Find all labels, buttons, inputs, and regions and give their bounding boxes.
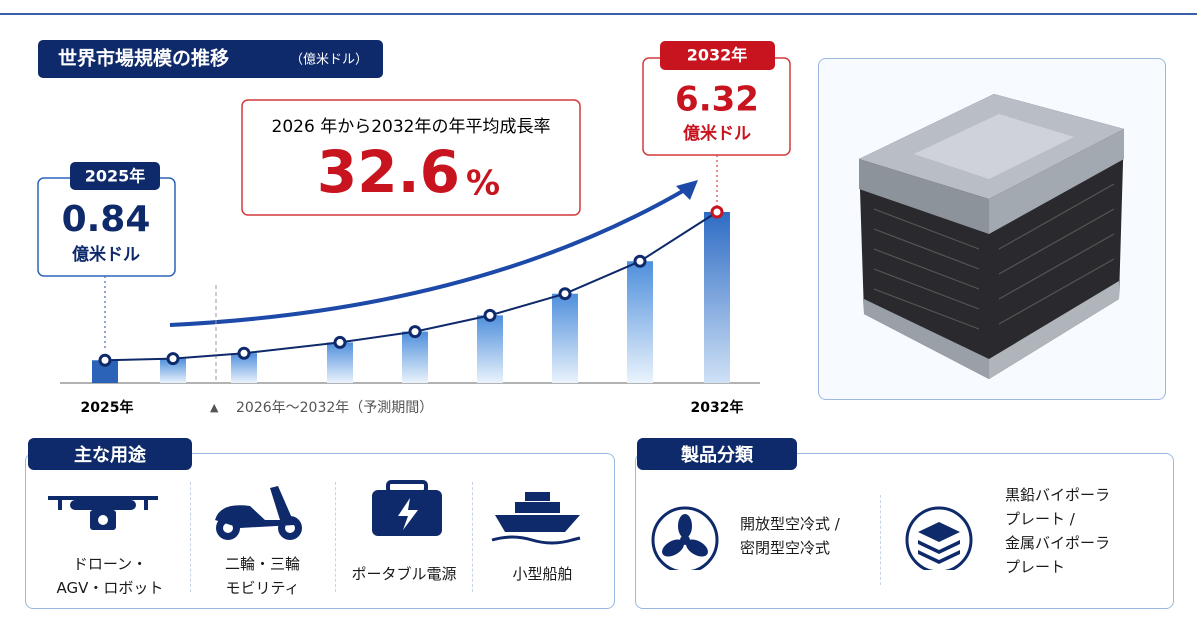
cagr-label: 2026 年から2032年の年平均成長率 [272, 117, 551, 137]
top-rule [0, 13, 1197, 15]
drone-icon [48, 496, 158, 530]
item-line: ドローン・ [72, 555, 148, 573]
end-unit: 億米ドル [683, 123, 751, 144]
item-line: 金属バイポーラ [1005, 534, 1111, 552]
title-bg [38, 40, 383, 78]
separator [880, 495, 881, 585]
scooter-icon [215, 486, 302, 540]
x-tick-label: 2025年 [81, 399, 134, 416]
item-line: ポータブル電源 [351, 565, 457, 583]
cagr-unit: % [466, 164, 500, 204]
point [483, 308, 497, 322]
cagr-box [241, 99, 581, 216]
separator [190, 482, 191, 592]
uses-item: 二輪・三輪モビリティ [195, 552, 330, 600]
separator [472, 482, 473, 592]
x-tick-label: 2032年 [691, 399, 744, 416]
uses-item: 小型船舶 [475, 562, 610, 586]
bar [92, 360, 118, 383]
point [408, 325, 422, 339]
end-badge-bg [660, 41, 775, 70]
point [558, 287, 572, 301]
item-line: モビリティ [225, 579, 300, 597]
item-line: 二輪・三輪 [224, 555, 300, 573]
point [333, 335, 347, 349]
item-line: プレート [1005, 558, 1066, 576]
end-value: 6.32 [675, 80, 759, 120]
forecast-marker: ▲ [210, 401, 219, 414]
bar [627, 261, 653, 383]
start-badge-bg [70, 162, 160, 190]
item-line: 黒鉛バイポーラ [1005, 486, 1111, 504]
icons [48, 480, 973, 570]
product-image [859, 94, 1124, 379]
item-line: 小型船舶 [512, 565, 573, 583]
point [166, 352, 180, 366]
power-icon [372, 480, 442, 536]
start-badge: 2025年 [85, 167, 146, 186]
item-line: AGV・ロボット [56, 579, 164, 597]
unit: （億米ドル） [290, 52, 368, 68]
item-line: 密閉型空冷式 [740, 539, 831, 557]
start-unit: 億米ドル [72, 244, 140, 265]
products-title: 製品分類 [637, 438, 797, 470]
uses-item: ポータブル電源 [338, 562, 470, 586]
end-badge: 2032年 [687, 46, 748, 65]
trend-arrow [169, 186, 690, 327]
product-image-frame [818, 58, 1166, 400]
forecast-label: 2026年～2032年（予測期間） [236, 400, 433, 416]
layers-icon [905, 506, 973, 570]
item-line: 開放型空冷式 / [740, 515, 840, 533]
uses-title: 主な用途 [28, 438, 192, 470]
bar [552, 293, 578, 383]
bar [704, 211, 730, 383]
start-value: 0.84 [62, 199, 151, 240]
chart-title: 世界市場規模の推移 [58, 47, 229, 70]
point [237, 346, 251, 360]
fan-icon [651, 506, 719, 570]
chart: 世界市場規模の推移 （億米ドル） 2026 年から2032年の年平均成長率 32… [37, 40, 791, 416]
ship-icon [491, 492, 581, 545]
item-line: プレート / [1005, 510, 1075, 528]
arrow-head [676, 180, 698, 200]
uses-item: ドローン・ AGV・ロボット [40, 552, 180, 600]
cagr-value: 32.6 [317, 138, 460, 206]
point [98, 353, 112, 367]
separator [335, 482, 336, 592]
products-item: 黒鉛バイポーラ プレート / 金属バイポーラ プレート [1005, 483, 1155, 579]
products-item: 開放型空冷式 / 密閉型空冷式 [740, 512, 880, 560]
bar [477, 315, 503, 383]
bar [402, 331, 428, 383]
products-panel [635, 453, 1174, 609]
point [710, 205, 724, 219]
point [633, 254, 647, 268]
bar [327, 342, 353, 383]
